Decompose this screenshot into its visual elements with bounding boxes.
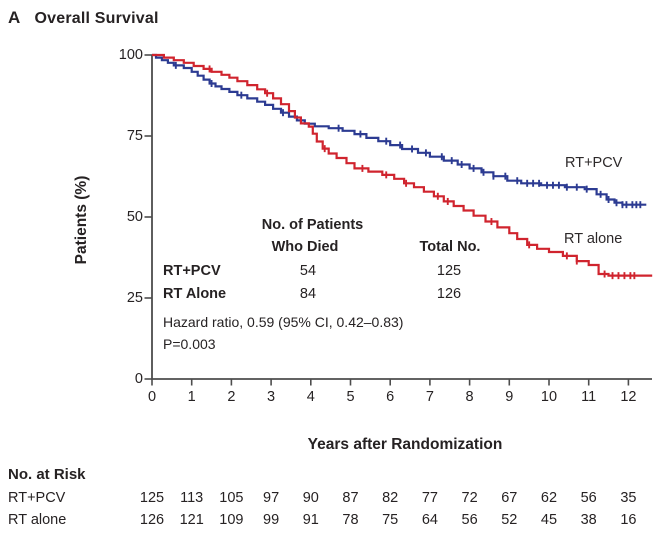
hazard-ratio-text: Hazard ratio, 0.59 (95% CI, 0.42–0.83) (163, 314, 404, 330)
risk-count: 72 (461, 490, 478, 506)
panel-letter: A (8, 8, 21, 27)
inset-total-rt-pcv: 125 (436, 263, 462, 279)
inset-header-patients-died: No. of Patients (261, 217, 364, 233)
risk-count: 90 (302, 490, 319, 506)
risk-count: 64 (421, 512, 438, 528)
x-tick-label: 1 (187, 389, 196, 405)
panel-title-text: Overall Survival (34, 10, 159, 27)
x-tick-label: 9 (505, 389, 514, 405)
risk-count: 105 (219, 490, 244, 506)
risk-count: 75 (382, 512, 399, 528)
panel-title: A Overall Survival (8, 8, 159, 28)
x-tick-label: 5 (346, 389, 355, 405)
y-tick-label: 100 (118, 47, 143, 63)
risk-count: 78 (342, 512, 359, 528)
inset-header-total: Total No. (419, 239, 481, 255)
curve-label-rt-alone: RT alone (564, 231, 623, 247)
inset-row-label-rt-pcv: RT+PCV (163, 263, 221, 279)
risk-table-title: No. at Risk (8, 466, 86, 483)
x-tick-label: 10 (540, 389, 558, 405)
axes (151, 55, 652, 380)
x-tick-label: 8 (465, 389, 474, 405)
risk-count: 56 (580, 490, 597, 506)
risk-count: 125 (139, 490, 165, 506)
risk-count: 77 (421, 490, 438, 506)
inset-row-label-rt-alone: RT Alone (163, 286, 227, 302)
risk-count: 109 (219, 512, 244, 528)
risk-counts-rt-pcv: 125 113 105 97 90 87 82 77 72 67 62 56 35 (0, 490, 661, 507)
risk-count: 91 (302, 512, 319, 528)
inset-header-who-died: Who Died (271, 239, 339, 255)
x-tick-label: 12 (620, 389, 637, 405)
x-tick-label: 0 (147, 389, 157, 405)
x-tick-label: 7 (425, 389, 434, 405)
y-tick-label: 75 (126, 128, 143, 144)
risk-count: 62 (540, 490, 558, 506)
risk-count: 67 (501, 490, 518, 506)
x-tick-label: 6 (386, 389, 395, 405)
risk-counts-rt-alone: 126 121 109 99 91 78 75 64 56 52 45 38 16 (0, 512, 661, 529)
x-tick-label: 4 (306, 389, 315, 405)
risk-count: 97 (263, 490, 280, 506)
x-tick-label: 2 (227, 389, 236, 405)
risk-row-label-rt-pcv: RT+PCV (8, 490, 66, 506)
risk-count: 87 (342, 490, 359, 506)
risk-count: 99 (263, 512, 280, 528)
risk-count: 56 (461, 512, 478, 528)
survival-curve-rt-pcv (152, 53, 647, 206)
risk-row-label-rt-alone: RT alone (8, 512, 67, 528)
y-tick-label: 25 (126, 290, 143, 306)
x-tick-label: 3 (267, 389, 276, 405)
inset-total-rt-alone: 126 (436, 286, 462, 302)
risk-count: 16 (620, 512, 637, 528)
risk-count: 121 (179, 512, 204, 528)
inset-died-rt-pcv: 54 (299, 263, 317, 279)
x-tick-label: 11 (581, 389, 597, 405)
inset-died-rt-alone: 84 (299, 286, 317, 302)
curve-label-rt-pcv: RT+PCV (565, 155, 623, 171)
risk-count: 113 (180, 490, 204, 506)
risk-count: 35 (620, 490, 637, 506)
y-tick-label: 0 (134, 371, 143, 387)
p-value-text: P=0.003 (163, 336, 216, 352)
risk-count: 45 (540, 512, 558, 528)
risk-count: 38 (580, 512, 597, 528)
risk-count: 82 (382, 490, 399, 506)
x-axis-title: Years after Randomization (307, 436, 503, 453)
risk-count: 126 (139, 512, 165, 528)
y-tick-label: 50 (126, 209, 143, 225)
risk-count: 52 (501, 512, 518, 528)
survival-curve-rt-alone (152, 53, 653, 277)
